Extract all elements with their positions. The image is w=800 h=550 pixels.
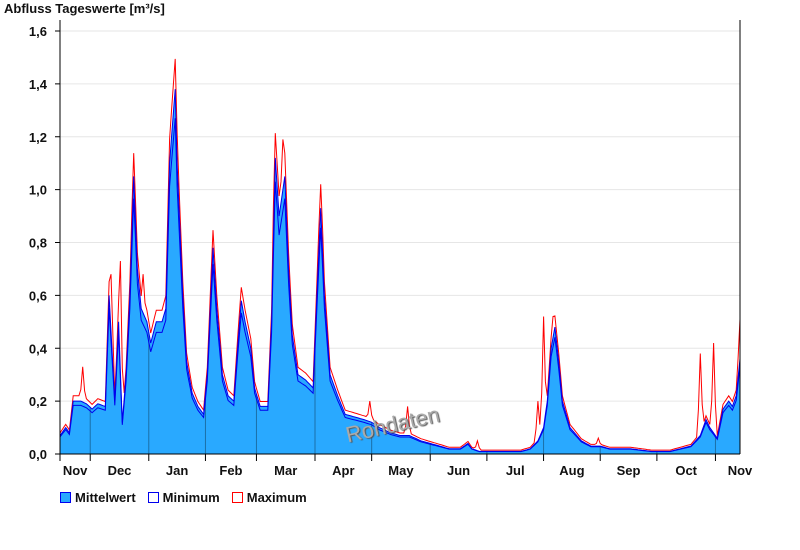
mean-line <box>59 89 741 452</box>
x-tick-label: Mar <box>274 463 297 478</box>
x-tick-label: Nov <box>728 463 753 478</box>
x-tick-label: Jul <box>506 463 525 478</box>
max-line <box>59 58 741 451</box>
y-tick-label: 1,4 <box>29 77 48 92</box>
y-tick-label: 0,0 <box>29 447 47 462</box>
y-tick-label: 0,2 <box>29 394 47 409</box>
legend-label-max: Maximum <box>246 490 307 505</box>
x-tick-label: Nov <box>63 463 88 478</box>
y-tick-label: 1,0 <box>29 183 47 198</box>
x-tick-label: Sep <box>617 463 641 478</box>
y-tick-label: 0,8 <box>29 236 47 251</box>
legend-label-mean: Mittelwert <box>75 490 136 505</box>
mean-area <box>60 89 740 454</box>
legend-swatch-min <box>147 492 159 503</box>
x-tick-label: Feb <box>219 463 242 478</box>
x-tick-label: Jan <box>166 463 188 478</box>
chart-title: Abfluss Tageswerte [m³/s] <box>4 1 165 16</box>
y-tick-label: 0,4 <box>29 341 48 356</box>
legend-min: Minimum <box>147 490 220 505</box>
x-tick-label: May <box>388 463 414 478</box>
legend-label-min: Minimum <box>162 490 220 505</box>
legend-max: Maximum <box>231 490 307 505</box>
x-tick-label: Jun <box>447 463 470 478</box>
x-tick-label: Dec <box>108 463 132 478</box>
legend-swatch-max <box>231 492 243 503</box>
y-tick-label: 0,6 <box>29 288 47 303</box>
legend-mean: Mittelwert <box>60 490 136 505</box>
legend-swatch-mean <box>60 492 71 503</box>
x-tick-label: Aug <box>559 463 584 478</box>
y-tick-label: 1,2 <box>29 130 47 145</box>
x-tick-label: Apr <box>332 463 354 478</box>
x-tick-label: Oct <box>675 463 697 478</box>
y-tick-label: 1,6 <box>29 24 47 39</box>
legend: Mittelwert Minimum Maximum <box>60 490 307 505</box>
